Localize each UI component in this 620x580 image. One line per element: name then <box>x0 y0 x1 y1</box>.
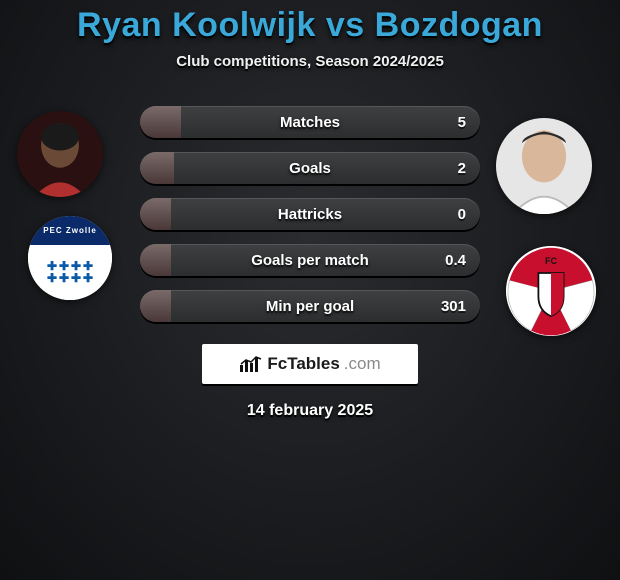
stat-row: Matches5 <box>140 106 480 138</box>
svg-text:FC: FC <box>545 256 557 266</box>
player-left-avatar <box>17 111 103 197</box>
fc-utrecht-icon: FC <box>506 246 596 336</box>
stat-fill <box>140 198 171 230</box>
stat-label: Hattricks <box>140 206 480 223</box>
stat-label: Goals <box>140 160 480 177</box>
title-player2: Bozdogan <box>375 6 543 44</box>
page-title: Ryan Koolwijk vs Bozdogan <box>77 6 543 45</box>
stat-row: Hattricks0 <box>140 198 480 230</box>
subtitle: Club competitions, Season 2024/2025 <box>176 53 444 70</box>
title-vs: vs <box>326 6 365 44</box>
stat-label: Min per goal <box>140 298 480 315</box>
stat-row: Goals per match0.4 <box>140 244 480 276</box>
stat-row: Min per goal301 <box>140 290 480 322</box>
stat-fill <box>140 106 181 138</box>
brand-name: FcTables <box>267 354 339 374</box>
club-badge-right: FC <box>506 246 596 336</box>
player-left-face-svg <box>17 111 103 197</box>
stat-fill <box>140 290 171 322</box>
stat-row: Goals2 <box>140 152 480 184</box>
stat-value: 5 <box>458 114 466 131</box>
stat-fill <box>140 152 174 184</box>
stat-fill <box>140 244 171 276</box>
stat-label: Matches <box>140 114 480 131</box>
title-player1: Ryan Koolwijk <box>77 6 316 44</box>
pec-zwolle-icon: PEC Zwolle ✚✚✚✚ ✚✚✚✚ <box>28 216 112 300</box>
bar-chart-icon <box>239 355 263 373</box>
comparison-card: Ryan Koolwijk vs Bozdogan Club competiti… <box>0 0 620 580</box>
stat-label: Goals per match <box>140 252 480 269</box>
face-icon <box>17 111 103 197</box>
comparison-body: PEC Zwolle ✚✚✚✚ ✚✚✚✚ <box>0 96 620 336</box>
date-label: 14 february 2025 <box>247 402 373 420</box>
badge-left-label: PEC Zwolle <box>28 216 112 245</box>
brand-logo: FcTables.com <box>202 344 418 384</box>
stat-value: 2 <box>458 160 466 177</box>
player-right-face-svg <box>496 118 592 214</box>
face-icon <box>496 118 592 214</box>
brand-suffix: .com <box>344 354 381 374</box>
club-badge-left: PEC Zwolle ✚✚✚✚ ✚✚✚✚ <box>28 216 112 300</box>
stat-value: 0.4 <box>445 252 466 269</box>
stats-list: Matches5Goals2Hattricks0Goals per match0… <box>140 106 480 322</box>
stat-value: 0 <box>458 206 466 223</box>
stat-value: 301 <box>441 298 466 315</box>
player-right-avatar <box>496 118 592 214</box>
